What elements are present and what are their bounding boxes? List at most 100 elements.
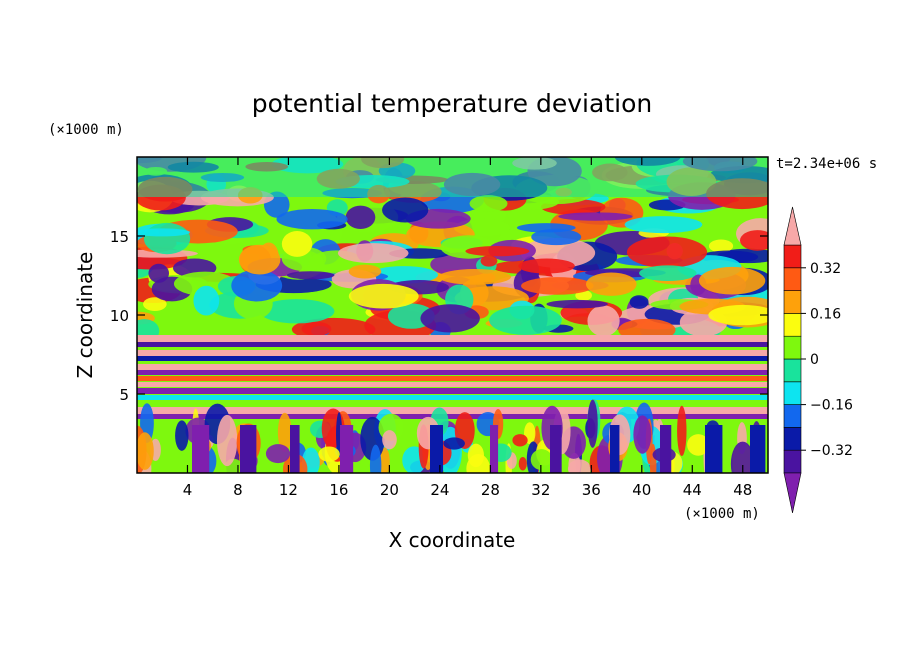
field-band — [137, 407, 768, 415]
field-band — [137, 401, 768, 407]
field-blob — [558, 212, 633, 221]
field-plume — [443, 437, 465, 450]
field-band — [137, 350, 768, 358]
colorbar-segment — [783, 267, 802, 291]
field-blob — [587, 305, 620, 337]
field-blob — [480, 255, 498, 267]
field-plume — [216, 414, 238, 467]
x-tick-label: 36 — [582, 481, 601, 499]
x-tick-label: 32 — [531, 481, 550, 499]
colorbar-segment — [783, 290, 802, 314]
field-blob — [231, 269, 283, 302]
field-blob — [626, 236, 708, 268]
field-plume — [730, 441, 755, 473]
field-band — [137, 335, 768, 343]
field-blob — [438, 269, 512, 285]
x-tick-label: 4 — [183, 481, 193, 499]
field-blob — [531, 228, 582, 246]
field-blob — [143, 222, 191, 255]
field-blob — [137, 228, 190, 237]
field-plume — [318, 446, 340, 462]
field-band — [137, 364, 768, 370]
field-blob — [143, 297, 167, 311]
x-tick-label: 44 — [683, 481, 702, 499]
field-blob — [301, 321, 332, 336]
x-tick-label: 40 — [632, 481, 651, 499]
x-tick-label: 28 — [481, 481, 500, 499]
field-plume — [530, 449, 553, 471]
colorbar-segment — [783, 449, 802, 474]
field-plume — [550, 425, 562, 473]
field-plume — [265, 444, 291, 464]
y-tick-label: 5 — [119, 386, 129, 404]
field-band — [137, 342, 768, 347]
y-axis-unit: (×1000 m) — [48, 122, 124, 138]
x-axis: 4 8 12 16 20 24 28 32 36 40 44 48 — [183, 157, 752, 499]
colorbar-segment — [783, 427, 802, 451]
field-blob — [259, 299, 335, 324]
field-plume — [705, 425, 723, 473]
field-plume — [369, 444, 382, 473]
field-plume — [587, 399, 598, 448]
field-blob — [489, 305, 562, 335]
field-plume — [430, 425, 443, 473]
field-blob — [345, 205, 376, 229]
colorbar-label: 0 — [810, 352, 819, 368]
field-plume — [340, 425, 354, 473]
field-plume — [192, 425, 210, 473]
y-tick-label: 10 — [110, 307, 129, 325]
colorbar-label: 0.32 — [810, 261, 841, 277]
colorbar-segment — [783, 244, 802, 269]
field-plume — [137, 432, 154, 470]
field-band — [137, 414, 768, 419]
field-blob — [281, 231, 313, 257]
x-axis-unit: (×1000 m) — [684, 506, 760, 522]
field-plume — [633, 415, 652, 454]
y-tick-label: 15 — [110, 228, 129, 246]
x-axis-label: X coordinate — [389, 528, 516, 552]
field-blob — [465, 246, 530, 257]
field-plume — [490, 425, 499, 473]
y-axis-label: Z coordinate — [73, 252, 97, 379]
colorbar-segment — [783, 404, 802, 428]
chart-title: potential temperature deviation — [252, 89, 652, 118]
colorbar-segment — [783, 335, 802, 360]
colorbar-segment — [783, 381, 802, 405]
colorbar-segment — [783, 358, 802, 383]
field-blob — [586, 272, 637, 296]
field-blob — [348, 283, 419, 309]
x-tick-label: 24 — [430, 481, 449, 499]
field-blob — [348, 264, 382, 279]
field-plume — [750, 425, 766, 473]
y-axis: 5 10 15 — [110, 228, 768, 404]
field-band — [137, 388, 768, 394]
x-tick-label: 48 — [733, 481, 752, 499]
time-label: t=2.34e+06 s — [776, 156, 877, 172]
field-plume — [660, 425, 672, 473]
colorbar-label: 0.16 — [810, 306, 841, 322]
field-band — [137, 395, 768, 400]
field-blob — [148, 263, 169, 283]
field-band — [137, 356, 768, 361]
x-tick-label: 16 — [329, 481, 348, 499]
colorbar-label: −0.32 — [810, 443, 853, 459]
x-tick-label: 20 — [380, 481, 399, 499]
field-blob — [276, 209, 348, 230]
field-blob — [639, 265, 697, 282]
contour-field — [137, 157, 768, 473]
field-band — [137, 382, 768, 387]
field-blob — [629, 295, 649, 309]
x-tick-label: 12 — [279, 481, 298, 499]
field-blob — [454, 286, 529, 311]
field-plume — [687, 434, 710, 456]
colorbar-segment — [783, 313, 802, 337]
field-blob — [337, 243, 409, 264]
field-blob — [521, 277, 594, 295]
field-blob — [546, 299, 608, 309]
colorbar: 0.32 0.16 0 −0.16 −0.32 — [783, 206, 853, 514]
field-band — [137, 157, 768, 197]
field-blob — [420, 304, 480, 333]
field-plume — [677, 405, 687, 457]
field-plume — [290, 425, 300, 473]
field-plume — [518, 457, 527, 471]
